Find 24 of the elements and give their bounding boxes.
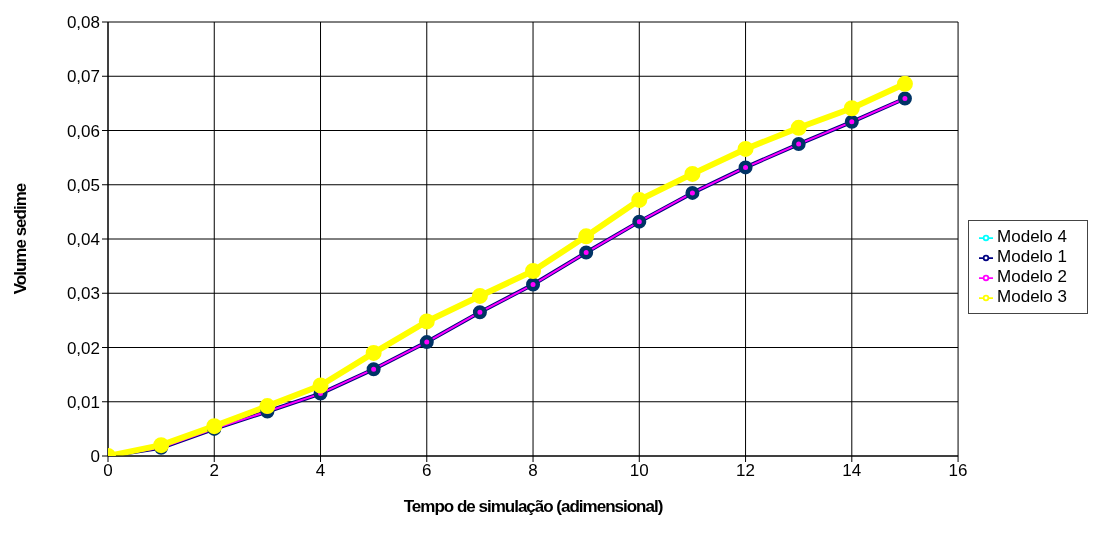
y-tick-label: 0,02: [66, 338, 100, 358]
y-tick-label: 0,01: [66, 392, 100, 412]
x-tick-label: 0: [103, 461, 113, 481]
y-tick-label: 0,03: [66, 284, 100, 304]
y-tick-label: 0,06: [66, 121, 100, 141]
legend-label: Modelo 3: [997, 287, 1067, 306]
x-tick-label: 4: [315, 461, 326, 481]
x-tick-label: 16: [948, 461, 968, 481]
x-axis-title: Tempo de simulação (adimensional): [403, 497, 663, 516]
y-tick-label: 0,07: [66, 67, 100, 87]
x-tick-label: 10: [629, 461, 649, 481]
x-tick-label: 12: [736, 461, 756, 481]
x-tick-label: 6: [422, 461, 432, 481]
legend-label: Modelo 1: [997, 247, 1067, 266]
legend-label: Modelo 4: [997, 227, 1067, 246]
y-tick-label: 0,05: [66, 175, 100, 195]
x-tick-label: 14: [842, 461, 862, 481]
legend-label: Modelo 2: [997, 267, 1067, 286]
x-tick-label: 2: [209, 461, 219, 481]
y-axis-title: Volume sedime: [11, 183, 31, 295]
y-tick-label: 0: [90, 447, 100, 467]
x-tick-label: 8: [528, 461, 538, 481]
y-tick-label: 0,04: [66, 230, 100, 250]
y-tick-label: 0,08: [66, 13, 100, 33]
